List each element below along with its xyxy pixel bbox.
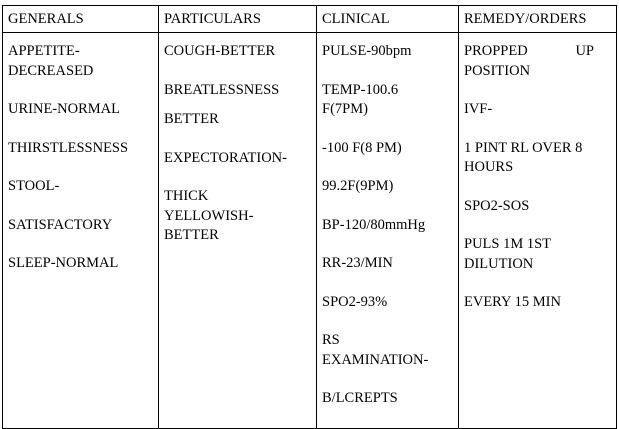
header-remedy-orders: REMEDY/ORDERS — [458, 5, 617, 33]
remedy-orders-cell: PROPPED UP POSITION IVF- 1 PINT RL OVER … — [458, 32, 617, 429]
generals-item: URINE-NORMAL — [8, 101, 120, 117]
generals-item: STOOL- — [8, 178, 60, 194]
particulars-item: COUGH-BETTER — [164, 43, 276, 59]
generals-item: SATISFACTORY — [8, 216, 113, 233]
particulars-item: BETTER — [164, 111, 219, 127]
clinical-item: SPO2-93% — [322, 293, 388, 310]
clinical-cell: PULSE-90bpm TEMP-100.6 F(7PM) -100 F(8 P… — [316, 32, 459, 429]
remedy-item: IVF- — [464, 101, 493, 117]
header-row: GENERALS PARTICULARS CLINICAL REMEDY/ORD… — [2, 5, 617, 33]
clinical-item: PULSE-90bpm — [322, 43, 412, 59]
generals-item: APPETITE-DECREASED — [8, 43, 94, 79]
clinical-item: TEMP-100.6 F(7PM) — [322, 81, 399, 118]
particulars-item: THICK YELLOWISH-BETTER — [164, 188, 254, 243]
remedy-item: PROPPED UP POSITION — [464, 43, 594, 79]
clinical-item: 99.2F(9PM) — [322, 178, 394, 194]
particulars-cell: COUGH-BETTER BREATLESSNESS BETTER EXPECT… — [158, 32, 317, 429]
remedy-item: 1 PINT RL OVER 8 HOURS — [464, 139, 583, 176]
header-particulars: PARTICULARS — [158, 5, 317, 33]
generals-cell: APPETITE-DECREASED URINE-NORMAL THIRSTLE… — [2, 32, 159, 429]
case-table: GENERALS PARTICULARS CLINICAL REMEDY/ORD… — [2, 5, 617, 429]
header-generals: GENERALS — [2, 5, 159, 33]
generals-item: THIRSTLESSNESS — [8, 139, 129, 156]
clinical-item: BP-120/80mmHg — [322, 216, 426, 233]
clinical-item: -100 F(8 PM) — [322, 139, 402, 156]
remedy-item: PULS 1M 1ST DILUTION — [464, 236, 551, 272]
remedy-item: SPO2-SOS — [464, 197, 530, 214]
particulars-item: EXPECTORATION- — [164, 149, 287, 166]
body-row: APPETITE-DECREASED URINE-NORMAL THIRSTLE… — [2, 32, 617, 429]
clinical-item: RR-23/MIN — [322, 255, 393, 271]
remedy-item: EVERY 15 MIN — [464, 294, 561, 310]
particulars-item: BREATLESSNESS — [164, 81, 280, 98]
clinical-item: B/LCREPTS — [322, 390, 398, 406]
clinical-item: RS EXAMINATION- — [322, 332, 429, 368]
generals-item: SLEEP-NORMAL — [8, 255, 119, 271]
header-clinical: CLINICAL — [316, 5, 459, 33]
